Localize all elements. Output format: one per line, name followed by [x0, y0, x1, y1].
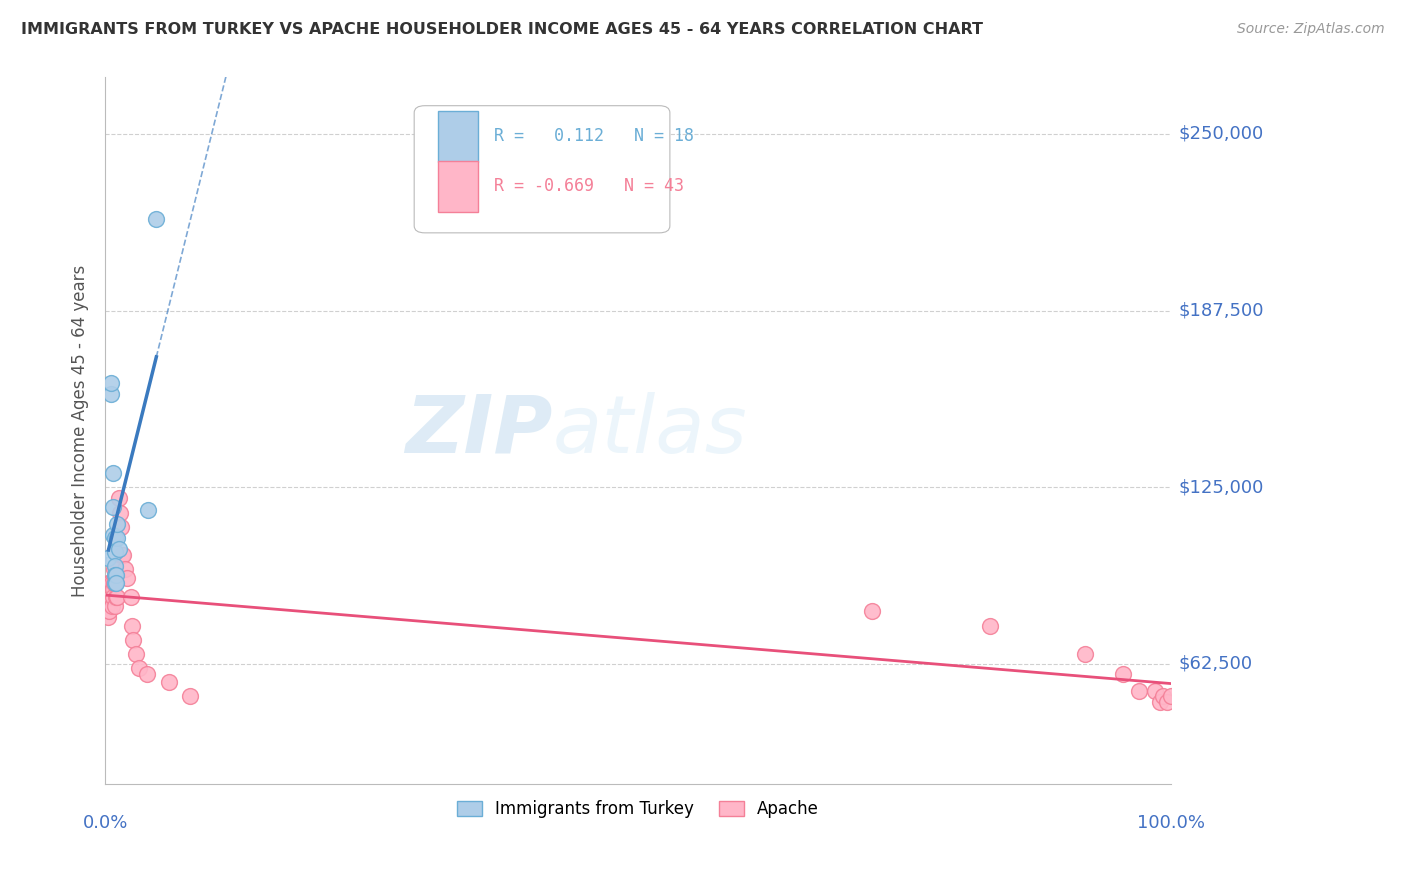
Text: atlas: atlas: [553, 392, 748, 470]
Point: [120, 591, 142, 605]
Point: [860, 605, 883, 619]
Point: [179, 690, 201, 704]
Point: [1152, 690, 1174, 704]
Point: [1156, 695, 1178, 709]
Point: [135, 666, 157, 681]
Text: 100.0%: 100.0%: [1136, 814, 1205, 832]
Point: [104, 531, 127, 545]
Point: [1143, 683, 1166, 698]
Text: R =   0.112   N = 18: R = 0.112 N = 18: [494, 127, 695, 145]
Point: [98, 576, 121, 591]
Point: [104, 591, 127, 605]
Point: [104, 571, 127, 585]
Point: [121, 618, 143, 632]
Point: [108, 506, 131, 520]
Point: [136, 502, 159, 516]
Point: [145, 211, 167, 226]
Text: IMMIGRANTS FROM TURKEY VS APACHE HOUSEHOLDER INCOME AGES 45 - 64 YEARS CORRELATI: IMMIGRANTS FROM TURKEY VS APACHE HOUSEHO…: [21, 22, 983, 37]
Point: [98, 605, 121, 619]
Point: [100, 582, 122, 596]
Point: [101, 582, 124, 596]
Point: [105, 576, 128, 591]
Point: [1111, 666, 1133, 681]
Point: [97, 576, 120, 591]
Point: [979, 618, 1001, 632]
Point: [115, 571, 138, 585]
Point: [111, 548, 134, 562]
Point: [125, 647, 148, 661]
Point: [108, 542, 131, 557]
FancyBboxPatch shape: [437, 161, 478, 211]
Point: [105, 531, 128, 545]
Point: [103, 500, 125, 514]
Legend: Immigrants from Turkey, Apache: Immigrants from Turkey, Apache: [450, 794, 825, 825]
Y-axis label: Householder Income Ages 45 - 64 years: Householder Income Ages 45 - 64 years: [72, 265, 89, 597]
Point: [103, 591, 125, 605]
Point: [1128, 683, 1150, 698]
Point: [122, 632, 145, 647]
Point: [110, 519, 132, 533]
Point: [97, 550, 120, 565]
Text: Source: ZipAtlas.com: Source: ZipAtlas.com: [1237, 22, 1385, 37]
Point: [97, 610, 120, 624]
Point: [104, 545, 127, 559]
Text: $62,500: $62,500: [1180, 655, 1253, 673]
Point: [1149, 695, 1171, 709]
Point: [112, 548, 135, 562]
FancyBboxPatch shape: [415, 105, 669, 233]
Point: [96, 599, 118, 613]
Point: [157, 675, 180, 690]
Point: [101, 576, 124, 591]
Point: [128, 661, 150, 675]
Point: [104, 567, 127, 582]
Text: $125,000: $125,000: [1180, 478, 1264, 496]
Point: [97, 591, 120, 605]
Point: [104, 559, 127, 574]
Point: [104, 576, 127, 591]
Point: [105, 591, 128, 605]
Point: [108, 491, 131, 506]
Point: [100, 599, 122, 613]
Point: [100, 387, 122, 401]
Text: 0.0%: 0.0%: [83, 814, 128, 832]
Point: [101, 466, 124, 480]
Text: ZIP: ZIP: [405, 392, 553, 470]
Point: [103, 562, 125, 576]
Point: [103, 528, 125, 542]
Point: [103, 576, 125, 591]
Text: $187,500: $187,500: [1180, 301, 1264, 319]
Point: [100, 376, 122, 390]
FancyBboxPatch shape: [437, 112, 478, 162]
Point: [104, 599, 127, 613]
Text: $250,000: $250,000: [1180, 125, 1264, 143]
Point: [100, 591, 122, 605]
Point: [1160, 690, 1182, 704]
Point: [1074, 647, 1097, 661]
Text: R = -0.669   N = 43: R = -0.669 N = 43: [494, 177, 685, 194]
Point: [114, 562, 136, 576]
Point: [104, 567, 127, 582]
Point: [107, 516, 129, 531]
